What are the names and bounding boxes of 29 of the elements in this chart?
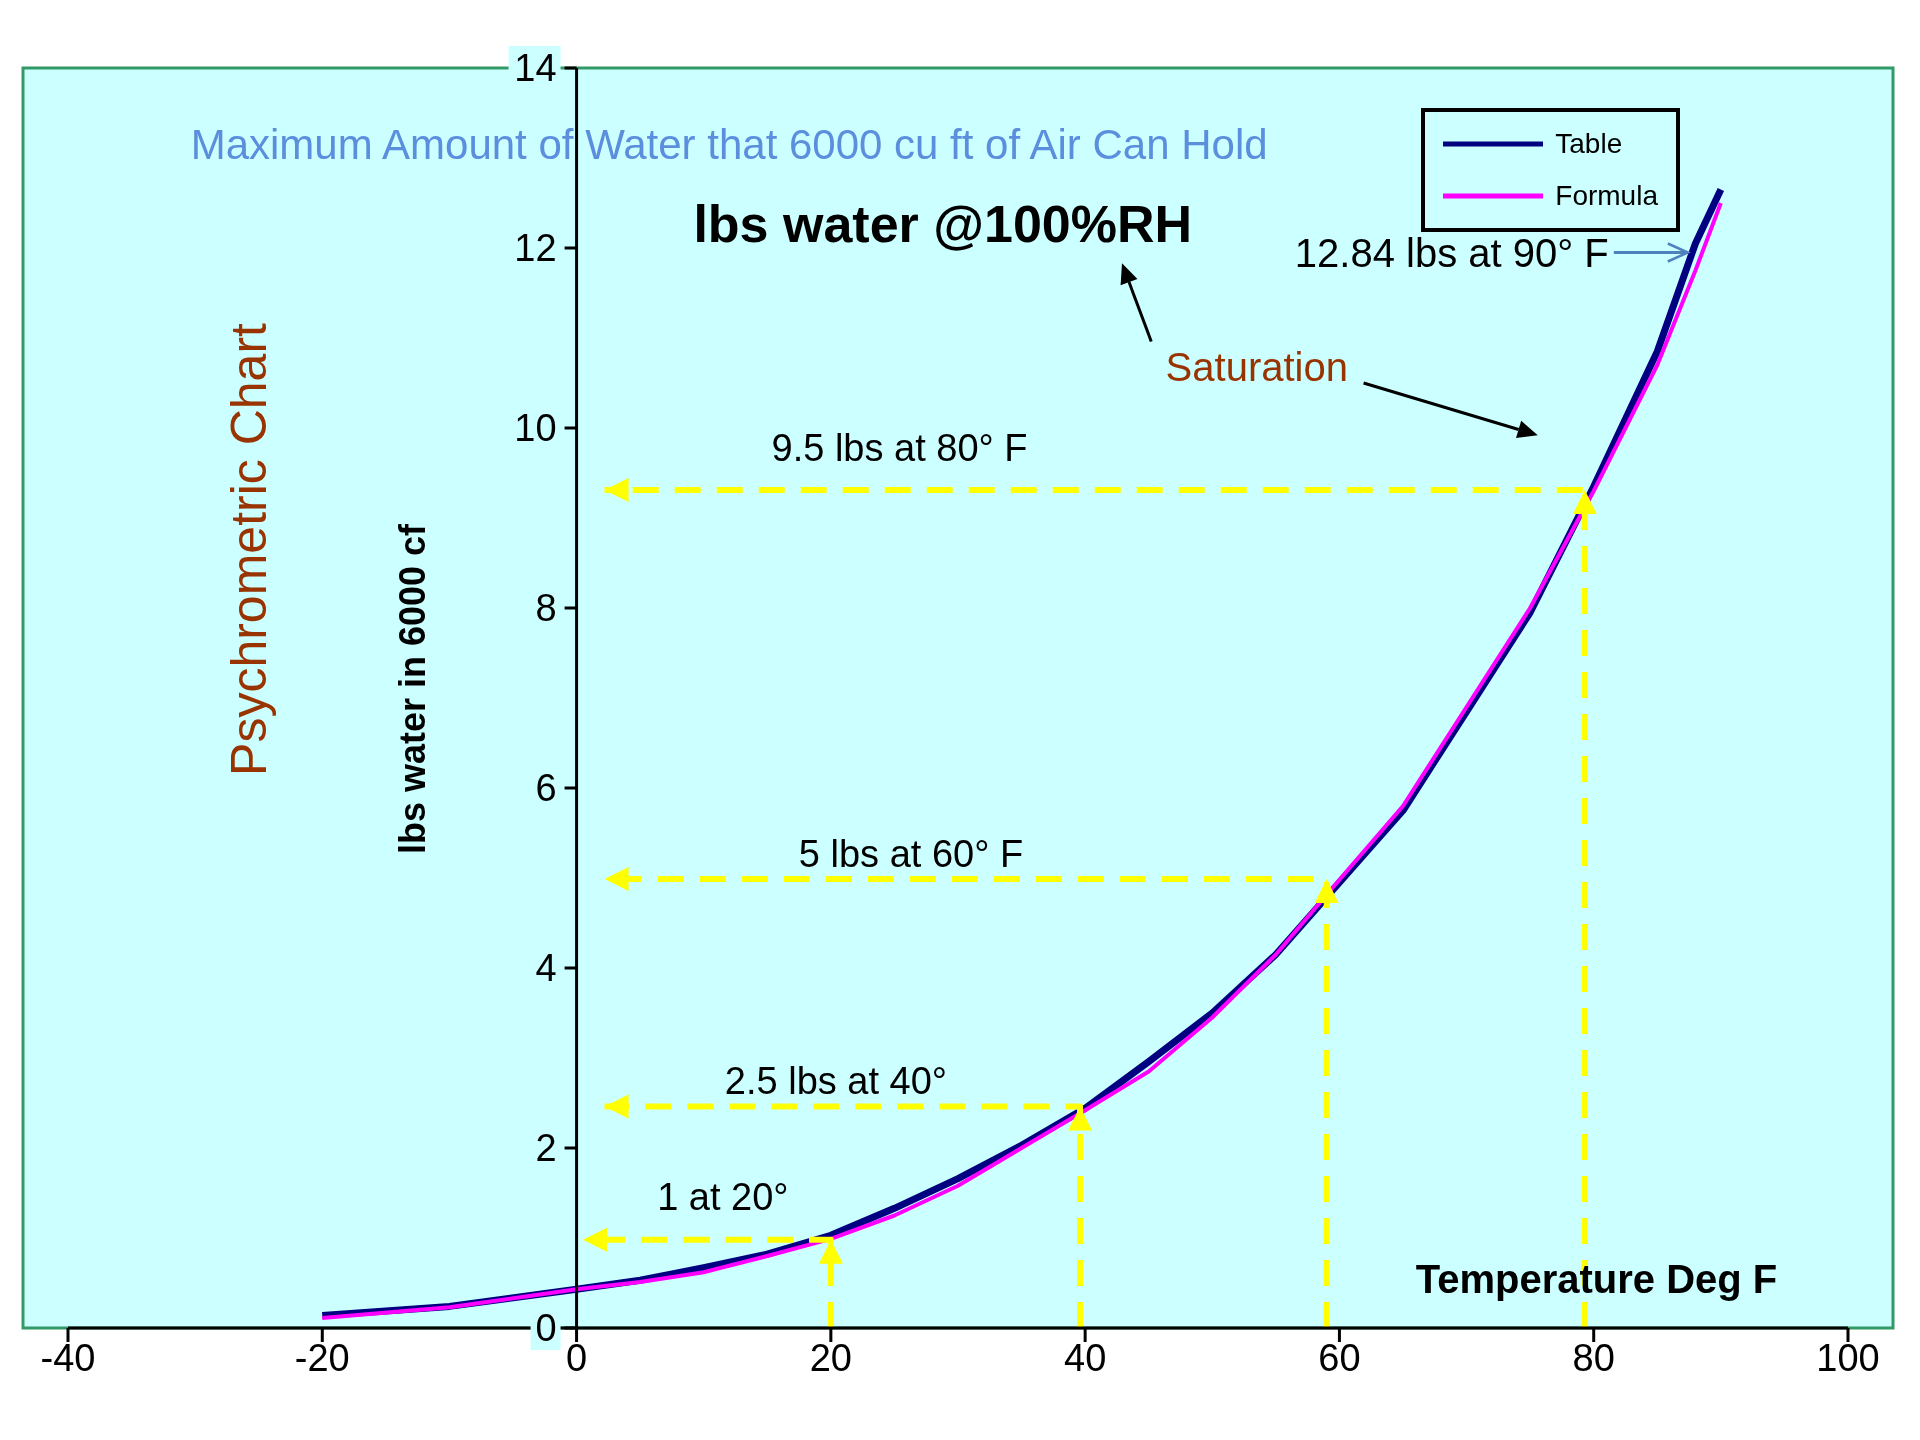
y-tick-label: 14: [514, 47, 557, 89]
annotation: 2.5 lbs at 40°: [724, 1060, 948, 1103]
text: Maximum Amount of Water that 6000 cu ft of Air Can Hold: [190, 121, 1268, 168]
legend-label: Formula: [1555, 179, 1658, 213]
annotation: Saturation: [1165, 344, 1348, 389]
x-tick-label: 100: [1816, 1336, 1880, 1379]
annotation: Psychrometric Chart: [220, 322, 277, 776]
y-tick-label: 6: [535, 767, 557, 809]
x-tick-label: 20: [809, 1336, 852, 1379]
x-tick-label: 40: [1064, 1336, 1107, 1379]
x-tick-label: 60: [1318, 1336, 1361, 1379]
x-tick-label: 0: [566, 1336, 588, 1379]
legend-label: Table: [1555, 127, 1623, 161]
y-tick-label: 4: [535, 947, 557, 989]
annotation: 1 at 20°: [657, 1175, 789, 1218]
x-tick-label: -20: [294, 1336, 350, 1379]
x-tick-label: 80: [1572, 1336, 1615, 1379]
text: lbs water @100%RH: [693, 194, 1193, 253]
y-tick-label: 2: [535, 1127, 557, 1169]
y-tick-label: 8: [535, 587, 557, 629]
y-tick-label: 12: [514, 227, 557, 269]
annotation: 9.5 lbs at 80° F: [771, 426, 1028, 469]
annotation: 12.84 lbs at 90° F: [1294, 230, 1609, 275]
x-tick-label: -40: [40, 1336, 96, 1379]
y-axis-title: lbs water in 6000 cf: [392, 522, 434, 855]
y-tick-label: 0: [535, 1307, 557, 1349]
y-tick-label: 10: [514, 407, 557, 449]
annotation: 5 lbs at 60° F: [798, 832, 1024, 875]
x-axis-title: Temperature Deg F: [1415, 1256, 1778, 1301]
